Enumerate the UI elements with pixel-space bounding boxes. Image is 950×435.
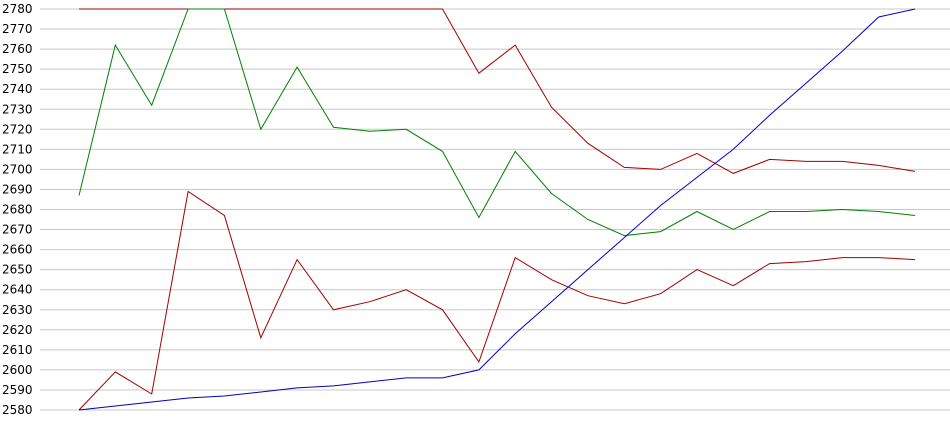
y-tick-label: 2620 <box>2 323 33 337</box>
y-tick-label: 2760 <box>2 42 33 56</box>
y-tick-label: 2750 <box>2 62 33 76</box>
y-tick-label: 2600 <box>2 363 33 377</box>
y-tick-label: 2610 <box>2 343 33 357</box>
y-tick-label: 2700 <box>2 162 33 176</box>
gridlines <box>40 8 950 411</box>
y-tick-label: 2580 <box>2 403 33 417</box>
y-tick-label: 2590 <box>2 383 33 397</box>
y-tick-label: 2690 <box>2 182 33 196</box>
y-tick-label: 2770 <box>2 22 33 36</box>
series-line-3 <box>78 190 916 411</box>
y-tick-label: 2680 <box>2 203 33 217</box>
y-axis-ticks: 2580 2590 2600 2610 2620 2630 2640 2650 2660 2670… <box>2 2 33 417</box>
y-tick-label: 2720 <box>2 122 33 136</box>
y-tick-label: 2710 <box>2 142 33 156</box>
y-tick-label: 2670 <box>2 223 33 237</box>
y-tick-label: 2650 <box>2 263 33 277</box>
series-line-2 <box>78 8 916 237</box>
y-tick-label: 2630 <box>2 303 33 317</box>
series-lines <box>78 8 916 411</box>
series-line-1 <box>79 8 916 174</box>
series-line-4 <box>78 8 916 411</box>
y-tick-label: 2780 <box>2 2 33 16</box>
y-tick-label: 2730 <box>2 102 33 116</box>
y-tick-label: 2740 <box>2 82 33 96</box>
y-tick-label: 2660 <box>2 243 33 257</box>
y-tick-label: 2640 <box>2 283 33 297</box>
